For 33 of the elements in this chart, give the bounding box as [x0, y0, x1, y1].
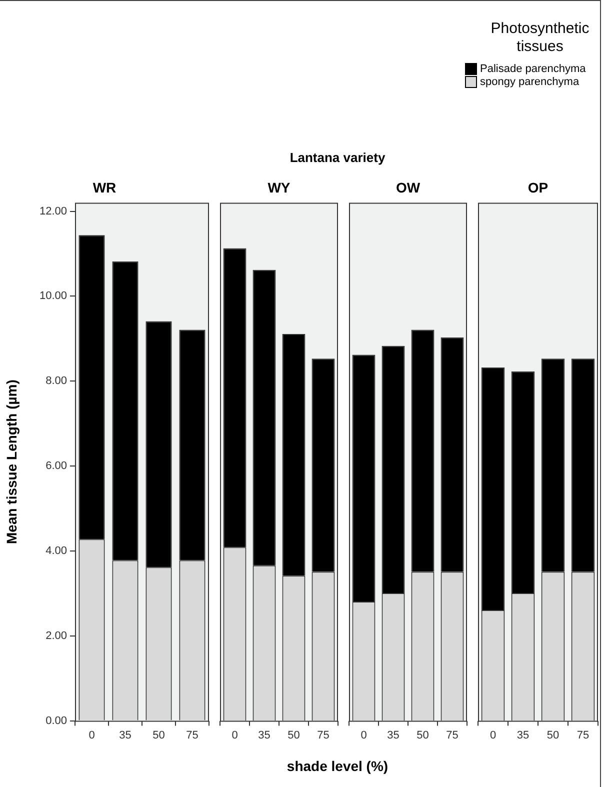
x-tick-label: 0 — [88, 729, 95, 742]
x-tick-label: 50 — [416, 729, 429, 742]
y-tick-label: 12.00 — [39, 205, 67, 218]
x-tick-label: 0 — [232, 729, 238, 742]
x-tick-label: 0 — [360, 729, 367, 742]
chart-title: OW — [396, 179, 421, 196]
x-tick-label: 50 — [288, 729, 300, 742]
x-tick-label: 75 — [186, 729, 198, 742]
x-tick-label: 50 — [152, 729, 165, 742]
x-tick-label: 75 — [317, 729, 330, 742]
y-tick-label: 0.00 — [46, 714, 67, 727]
chart-title: WY — [268, 179, 291, 196]
x-tick-label: 0 — [490, 729, 496, 742]
x-axis-title: shade level (%) — [286, 758, 390, 774]
legend-title: Photosynthetic tissues — [490, 20, 590, 56]
y-tick-label: 2.00 — [46, 630, 67, 642]
y-tick-label: 8.00 — [46, 375, 67, 388]
chart-title: WR — [92, 179, 116, 196]
x-tick-label: 35 — [387, 729, 400, 742]
x-tick-label: 50 — [546, 729, 560, 742]
y-axis-title: Mean tissue Length (µm) — [3, 380, 20, 544]
text: Lantana variety — [288, 150, 386, 165]
y-tick-label: 10.00 — [39, 290, 67, 302]
y-tick-label: 6.00 — [46, 460, 67, 472]
x-tick-label: 75 — [576, 729, 590, 742]
x-tick-label: 75 — [446, 729, 458, 742]
x-tick-label: 35 — [119, 729, 132, 742]
x-tick-label: 35 — [516, 729, 530, 742]
legend-label: spongy parenchyma — [480, 76, 580, 88]
x-tick-label: 35 — [258, 729, 270, 742]
chart-title: OP — [528, 179, 548, 196]
y-tick-label: 4.00 — [46, 544, 67, 557]
legend-label: Palisade parenchyma — [480, 62, 586, 74]
